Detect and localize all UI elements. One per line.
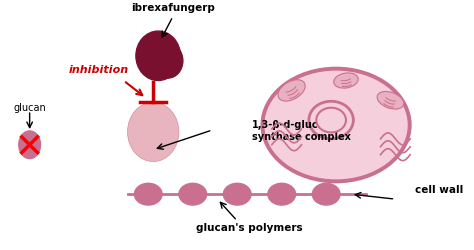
Text: ibrexafungerp: ibrexafungerp	[131, 3, 215, 13]
Ellipse shape	[264, 71, 408, 180]
Text: glucan: glucan	[13, 103, 46, 113]
Ellipse shape	[19, 132, 40, 159]
Ellipse shape	[377, 92, 404, 110]
Ellipse shape	[268, 184, 296, 205]
Ellipse shape	[334, 74, 358, 89]
Ellipse shape	[179, 184, 207, 205]
Ellipse shape	[223, 184, 251, 205]
Text: 1,3-β-d-glucan
synthase complex: 1,3-β-d-glucan synthase complex	[252, 120, 351, 141]
Ellipse shape	[153, 44, 183, 79]
Ellipse shape	[316, 108, 346, 133]
Ellipse shape	[312, 184, 340, 205]
Text: inhibition: inhibition	[69, 64, 129, 74]
Text: glucan's polymers: glucan's polymers	[196, 222, 302, 232]
Ellipse shape	[135, 184, 162, 205]
Ellipse shape	[128, 103, 179, 162]
Ellipse shape	[136, 32, 181, 81]
Ellipse shape	[260, 68, 412, 184]
Text: cell wall: cell wall	[415, 184, 464, 194]
Ellipse shape	[278, 80, 305, 102]
Ellipse shape	[309, 102, 353, 139]
